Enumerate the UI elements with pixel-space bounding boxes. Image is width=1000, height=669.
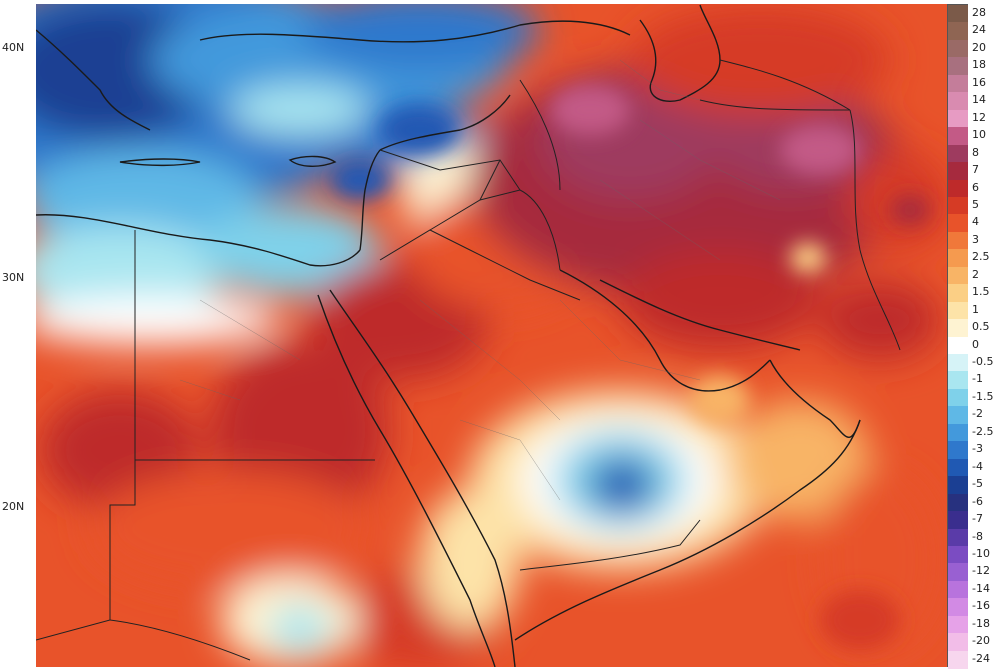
- colorbar-label: 2: [972, 267, 979, 281]
- lat-label-30n: 30N: [2, 271, 25, 284]
- colorbar-label: 8: [972, 145, 979, 159]
- colorbar-cell: [948, 109, 968, 128]
- colorbar-label: 5: [972, 197, 979, 211]
- lat-label-40n: 40N: [2, 41, 25, 54]
- colorbar-cell: [948, 476, 968, 495]
- colorbar-cell: [948, 406, 968, 425]
- colorbar-cell: [948, 633, 968, 652]
- colorbar-label: -12: [972, 564, 990, 578]
- colorbar-label: -6: [972, 494, 983, 508]
- colorbar-label: 14: [972, 93, 986, 107]
- borders: [36, 59, 901, 661]
- colorbar-cell: [948, 423, 968, 442]
- colorbar-label: 7: [972, 163, 979, 177]
- colorbar-cell: [948, 388, 968, 407]
- colorbar-cell: [948, 39, 968, 58]
- colorbar-cell: [948, 371, 968, 390]
- colorbar-label: -20: [972, 634, 990, 648]
- anomaly-field: [36, 4, 947, 667]
- colorbar-cell: [948, 598, 968, 617]
- colorbar-label: 6: [972, 180, 979, 194]
- colorbar-cell: [948, 441, 968, 460]
- colorbar-cell: [948, 127, 968, 146]
- colorbar-label: 28: [972, 6, 986, 19]
- colorbar-label: 3: [972, 232, 979, 246]
- colorbar-label: 18: [972, 58, 986, 72]
- colorbar-cell: [948, 563, 968, 582]
- coastlines: [36, 4, 861, 667]
- colorbar-cell: [948, 528, 968, 547]
- colorbar-label: 0.5: [972, 320, 990, 334]
- colorbar-label: -10: [972, 546, 990, 560]
- colorbar-cell: [948, 301, 968, 320]
- colorbar-label: 1: [972, 302, 979, 316]
- colorbar-cell: [948, 144, 968, 163]
- colorbar-label: -2.5: [972, 424, 994, 438]
- colorbar-label: 20: [972, 40, 986, 54]
- colorbar-cell: [948, 615, 968, 634]
- colorbar-cell: [948, 284, 968, 303]
- colorbar-cell: [948, 493, 968, 512]
- colorbar-label: -7: [972, 512, 983, 526]
- colorbar-cell: [948, 5, 968, 23]
- colorbar-label: -1: [972, 372, 983, 386]
- colorbar-label: -1.5: [972, 389, 994, 403]
- colorbar-cell: [948, 249, 968, 268]
- colorbar-label: -5: [972, 477, 983, 491]
- colorbar-cell: [948, 650, 968, 669]
- colorbar-cell: [948, 545, 968, 564]
- colorbar-label: 1.5: [972, 285, 990, 299]
- colorbar: [947, 4, 968, 669]
- colorbar-label: -3: [972, 442, 983, 456]
- colorbar-cell: [948, 22, 968, 41]
- colorbar-label: 4: [972, 215, 979, 229]
- colorbar-cell: [948, 319, 968, 338]
- map-canvas: [36, 4, 947, 667]
- colorbar-label: 24: [972, 23, 986, 37]
- colorbar-label: -8: [972, 529, 983, 543]
- colorbar-label: -16: [972, 599, 990, 613]
- admin-lines: [179, 59, 781, 501]
- colorbar-cell: [948, 336, 968, 355]
- colorbar-label: 2.5: [972, 250, 990, 264]
- colorbar-cell: [948, 57, 968, 76]
- colorbar-cell: [948, 354, 968, 372]
- colorbar-label: -14: [972, 581, 990, 595]
- colorbar-cell: [948, 92, 968, 111]
- colorbar-label: -24: [972, 651, 990, 665]
- colorbar-label: 0: [972, 337, 979, 351]
- colorbar-cell: [948, 511, 968, 529]
- colorbar-cell: [948, 458, 968, 477]
- lat-label-20n: 20N: [2, 500, 25, 513]
- colorbar-cell: [948, 162, 968, 180]
- colorbar-label: 12: [972, 110, 986, 124]
- colorbar-cell: [948, 74, 968, 93]
- colorbar-cell: [948, 214, 968, 233]
- colorbar-cell: [948, 196, 968, 215]
- colorbar-cell: [948, 179, 968, 198]
- colorbar-label: -2: [972, 407, 983, 421]
- colorbar-label: 16: [972, 75, 986, 89]
- colorbar-cell: [948, 266, 968, 285]
- colorbar-cell: [948, 231, 968, 250]
- colorbar-label: -18: [972, 616, 990, 630]
- colorbar-label: -4: [972, 459, 983, 473]
- colorbar-cell: [948, 580, 968, 599]
- colorbar-label: -0.5: [972, 355, 994, 368]
- colorbar-label: 10: [972, 128, 986, 142]
